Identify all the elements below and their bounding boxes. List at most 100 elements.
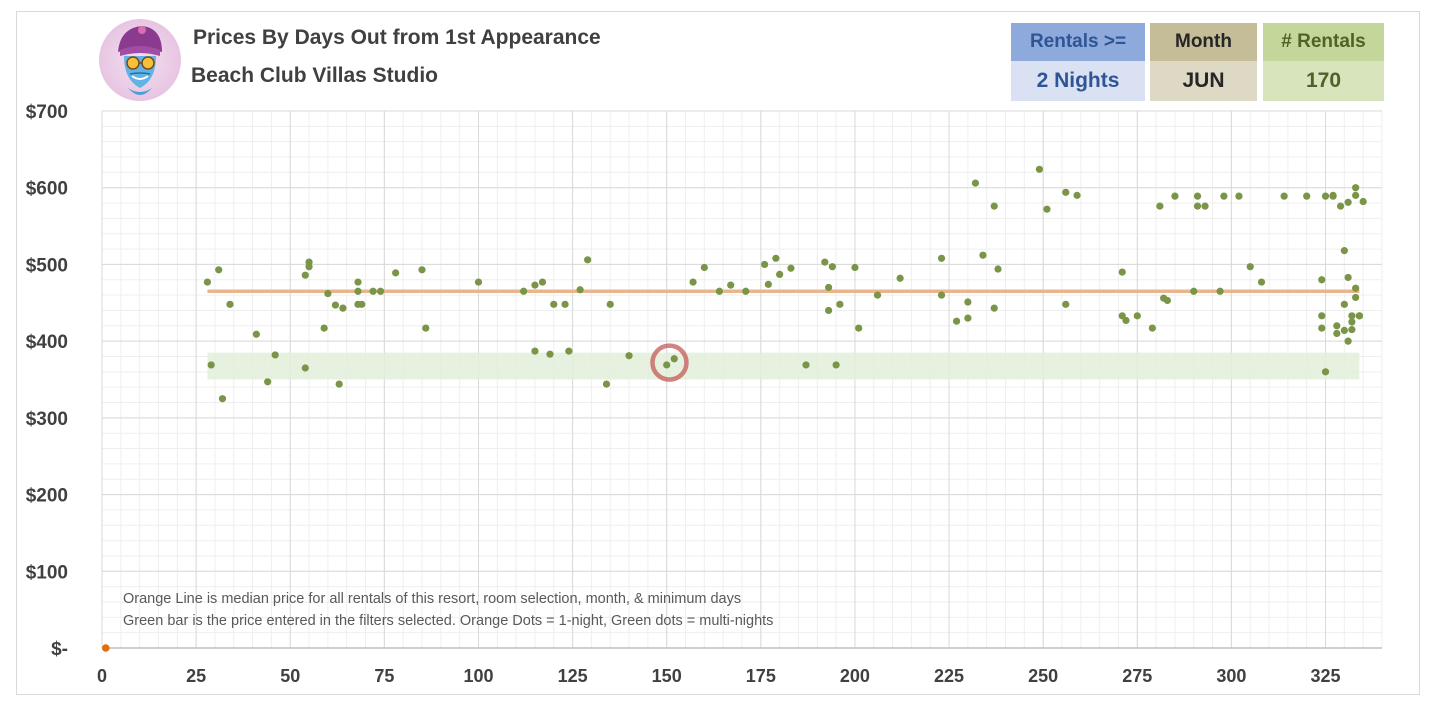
multi-night-point [1348,326,1356,334]
x-tick-label: 225 [934,666,964,686]
x-tick-label: 150 [652,666,682,686]
y-tick-label: $400 [26,332,68,353]
x-tick-label: 175 [746,666,776,686]
x-tick-label: 125 [558,666,588,686]
y-tick-label: $- [51,639,68,660]
rentals-filter-label: Rentals >= [1011,23,1145,61]
multi-night-point [787,264,795,272]
multi-night-point [1257,278,1266,286]
multi-night-point [1156,202,1164,210]
multi-night-point [896,274,904,282]
multi-night-point [1062,188,1070,196]
rentals-filter-value[interactable]: 2 Nights [1011,61,1145,101]
multi-night-point [301,364,309,372]
multi-night-point [531,281,539,289]
multi-night-point [964,314,972,322]
month-filter-label: Month [1150,23,1257,61]
multi-night-point [520,287,528,295]
multi-night-point [689,278,697,286]
multi-night-point [1352,191,1360,199]
x-tick-label: 50 [280,666,300,686]
x-tick-label: 100 [463,666,493,686]
multi-night-point [700,263,708,272]
multi-night-point [1163,296,1172,305]
multi-night-point [1344,337,1352,345]
x-tick-label: 325 [1311,666,1341,686]
multi-night-point [727,281,735,289]
multi-night-point [670,355,678,363]
multi-night-point [320,324,328,332]
multi-night-point [606,300,614,308]
multi-night-point [1348,312,1356,320]
multi-night-point [215,266,223,274]
multi-night-point [937,254,946,262]
multi-night-point [1171,192,1179,200]
multi-night-point [358,300,366,308]
multi-night-point [339,304,347,312]
multi-night-point [1190,287,1198,295]
multi-night-point [1336,202,1345,210]
multi-night-point [772,254,780,262]
multi-night-point [252,330,260,338]
multi-night-point [1122,316,1130,325]
price-band [207,352,1360,380]
multi-night-point [1344,273,1352,282]
multi-night-point [418,266,426,274]
multi-night-point [663,361,671,369]
multi-night-point [824,283,833,292]
multi-night-point [994,265,1002,273]
multi-night-point [1359,197,1367,206]
multi-night-point [1318,312,1326,320]
multi-night-point [742,287,750,295]
multi-night-point [331,301,340,309]
multi-night-point [474,278,483,286]
multi-night-point [1216,287,1224,295]
rental-count-value: 170 [1263,61,1384,101]
multi-night-point [392,269,400,277]
multi-night-point [565,347,573,355]
rental-count-label: # Rentals [1263,23,1384,61]
multi-night-point [324,289,332,298]
x-tick-label: 250 [1028,666,1058,686]
chart-note-median: Orange Line is median price for all rent… [123,591,742,607]
x-tick-label: 275 [1122,666,1152,686]
multi-night-point [305,258,313,266]
multi-night-point [1062,300,1070,308]
multi-night-point [1318,324,1326,332]
multi-night-point [1352,293,1360,302]
multi-night-point [821,258,829,266]
multi-night-point [203,278,212,286]
y-tick-label: $700 [26,102,68,123]
multi-night-point [538,278,547,286]
month-filter-value[interactable]: JUN [1150,61,1257,101]
multi-night-point [1352,184,1360,192]
multi-night-point [1352,284,1360,292]
multi-night-point [1321,368,1330,376]
multi-night-point [1133,312,1141,320]
multi-night-point [625,352,633,360]
multi-night-point [271,351,279,359]
highlight-circle [650,343,689,382]
multi-night-point [1280,192,1288,200]
multi-night-point [1344,198,1352,206]
multi-night-point [335,380,343,388]
x-tick-label: 200 [840,666,870,686]
y-tick-label: $500 [26,255,68,276]
multi-night-point [979,251,987,259]
multi-night-point [990,202,998,210]
multi-night-point [1321,192,1330,200]
x-tick-label: 75 [374,666,394,686]
multi-night-point [207,361,215,369]
multi-night-point [971,179,980,187]
x-tick-label: 0 [97,666,107,686]
multi-night-point [1201,202,1209,210]
multi-night-point [952,317,961,325]
multi-night-point [1355,312,1364,320]
multi-night-point [832,361,840,369]
x-tick-label: 300 [1216,666,1246,686]
multi-night-point [1340,326,1348,335]
multi-night-point [776,270,784,279]
multi-night-point [422,324,430,332]
multi-night-point [354,287,362,295]
